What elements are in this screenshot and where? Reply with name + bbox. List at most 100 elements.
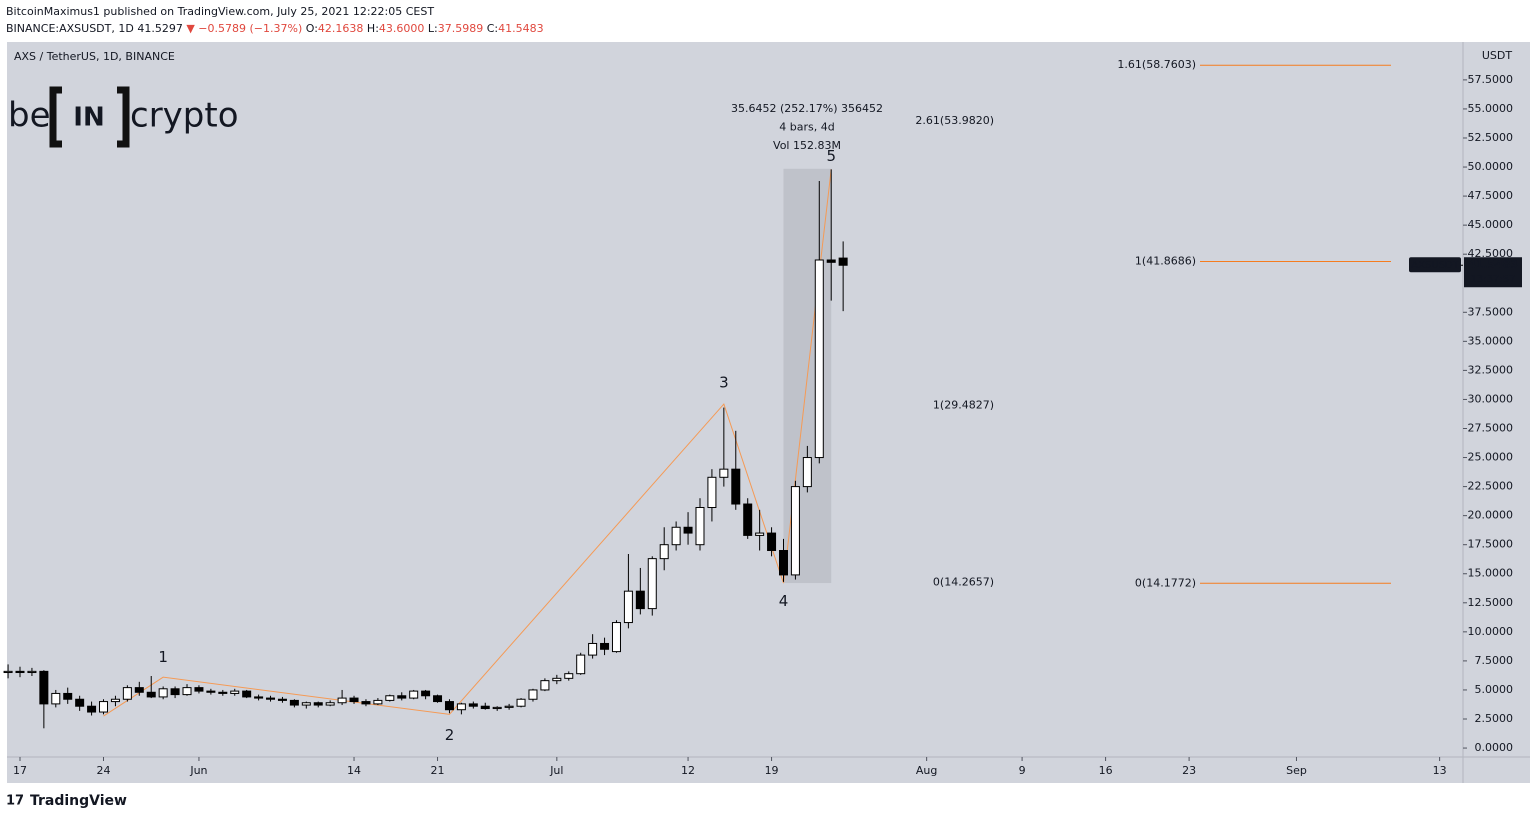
y-tick-label: 57.5000 (1468, 73, 1514, 86)
x-tick-label: 9 (1019, 764, 1026, 777)
wave-label: 5 (826, 147, 836, 165)
header: BitcoinMaximus1 published on TradingView… (6, 3, 544, 37)
candle (87, 701, 97, 716)
x-tick-label: 24 (97, 764, 111, 777)
candle (75, 695, 85, 711)
candle (301, 701, 311, 709)
l-label: L: (427, 22, 438, 35)
candle (444, 699, 454, 714)
candle-body (289, 699, 299, 706)
countdown: 13:37:57 (1471, 274, 1516, 285)
candle (409, 689, 419, 700)
candle-body (39, 670, 49, 705)
candle-body (385, 695, 395, 701)
wave-label: 3 (719, 374, 729, 392)
candle-body (134, 687, 144, 693)
y-tick-label: 52.5000 (1468, 131, 1514, 144)
candle (480, 702, 490, 710)
change: ▼ −0.5789 (−1.37%) (186, 22, 303, 35)
candle (313, 701, 323, 708)
candle (146, 676, 156, 699)
footer-icon: 𝟭𝟳 (6, 794, 24, 809)
candle-body (87, 705, 97, 713)
candle-body (528, 689, 538, 700)
candle-body (194, 687, 204, 692)
candle (695, 498, 705, 551)
candle-body (206, 690, 216, 693)
candle (755, 509, 765, 551)
price-tag (1464, 257, 1522, 288)
y-tick-label: 30.0000 (1468, 392, 1514, 405)
candle (349, 695, 359, 704)
candle (504, 703, 514, 710)
x-tick-label: 21 (431, 764, 445, 777)
x-tick-label: Jun (189, 764, 207, 777)
candle-body (230, 690, 240, 694)
candle (122, 685, 132, 702)
y-tick-label: 17.5000 (1468, 538, 1514, 551)
candle-body (838, 257, 848, 266)
candle (373, 698, 383, 706)
h-label: H: (366, 22, 379, 35)
candle-body (552, 677, 562, 682)
candle (63, 687, 73, 704)
wave-label: 4 (779, 592, 789, 610)
candle (552, 674, 562, 685)
candle-body (3, 670, 13, 674)
x-tick-label: 23 (1182, 764, 1196, 777)
candle (51, 689, 61, 708)
candle (611, 620, 621, 653)
y-tick-label: 15.0000 (1468, 567, 1514, 580)
candle-body (397, 695, 407, 699)
candle (659, 527, 669, 571)
candle (15, 666, 25, 678)
candle-body (814, 259, 824, 459)
candle (671, 521, 681, 551)
fib-label: 0(14.1772) (1135, 576, 1196, 589)
candle-body (683, 526, 693, 534)
candle-body (433, 695, 443, 703)
candle-body (75, 698, 85, 707)
footer: TradingView (30, 793, 127, 809)
candle (814, 180, 824, 464)
candle-body (361, 701, 371, 705)
candle-body (421, 690, 431, 697)
candle-body (456, 703, 466, 711)
y-tick-label: 22.5000 (1468, 480, 1514, 493)
candle-body (99, 701, 109, 713)
candle (289, 699, 299, 708)
candle (707, 469, 717, 522)
wave-label: 1 (158, 648, 168, 666)
candle (635, 567, 645, 615)
c: 41.5483 (498, 22, 544, 35)
candle (528, 688, 538, 702)
logo-text: crypto (130, 96, 239, 136)
candle-body (731, 468, 741, 505)
x-tick-label: 14 (347, 764, 361, 777)
candle-body (635, 590, 645, 610)
candle (683, 512, 693, 545)
x-tick-label: 19 (765, 764, 779, 777)
y-tick-label: 50.0000 (1468, 160, 1514, 173)
candle (337, 689, 347, 706)
o: 42.1638 (317, 22, 364, 35)
candle-body (27, 670, 37, 674)
unit: USDT (1482, 49, 1513, 62)
candle (647, 556, 657, 616)
candle-body (516, 698, 526, 707)
chart-title: AXS / TetherUS, 1D, BINANCE (14, 50, 175, 63)
y-tick-label: 32.5000 (1468, 363, 1514, 376)
candle-body (158, 688, 168, 698)
y-tick-label: 42.5000 (1468, 247, 1514, 260)
publisher: BitcoinMaximus1 published on TradingView… (6, 5, 435, 18)
candle (170, 686, 180, 699)
candle-body (15, 670, 25, 674)
candle-body (564, 673, 574, 679)
candle-body (277, 698, 287, 701)
y-tick-label: 5.0000 (1475, 683, 1514, 696)
y-tick-label: 10.0000 (1468, 625, 1514, 638)
logo-text: IN (73, 103, 104, 133)
candle (158, 686, 168, 700)
candle-body (444, 701, 454, 711)
